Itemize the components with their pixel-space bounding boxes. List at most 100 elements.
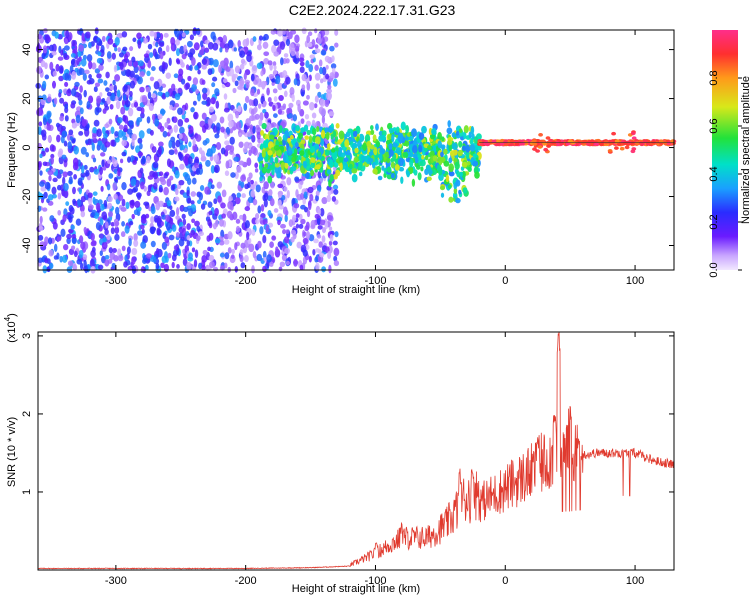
spectrogram-cell [44,257,49,264]
spectrogram-cell [304,114,310,120]
spectrogram-cell [466,161,471,166]
spectrogram-cell [227,247,232,254]
spectrogram-cell [178,179,185,186]
spectrogram-cell [330,63,337,69]
spectrogram-cell [166,117,171,124]
spectrogram-cell [108,118,113,125]
spectrogram-cell [333,255,338,262]
spectrogram-cell [295,213,300,218]
x-tick-label: 0 [502,575,508,587]
spectrogram-cell [71,233,77,239]
spectrogram-cell [194,65,199,71]
spectrogram-cell [104,254,110,260]
spectrogram-cell [123,53,129,62]
spectrogram-cell [243,72,247,80]
spectrogram-cell [58,92,62,98]
spectrogram-cell [248,243,255,253]
spectrogram-cell [112,248,117,253]
spectrogram-cell [219,47,223,53]
spectrogram-cell [437,132,443,141]
spectrogram-cell [233,47,237,52]
spectrogram-cell [157,146,162,155]
spectrogram-cell [42,117,47,126]
spectrogram-cell [266,254,272,263]
spectrogram-cell [141,228,145,235]
spectrogram-cell [79,85,83,93]
spectrogram-cell [265,224,269,233]
spectrogram-cell [92,196,96,204]
spectrogram-cell [155,54,161,60]
spectrogram-cell [220,229,225,239]
spectrogram-cell [49,44,54,52]
spectrogram-cell [631,147,637,151]
spectrogram-cell [57,209,62,216]
spectrogram-cell [189,34,195,41]
spectrogram-cell [127,60,134,67]
spectrogram-cell [532,142,537,146]
spectrogram-cell [192,138,196,146]
spectrogram-cell [39,192,43,199]
spectrogram-cell [67,260,74,267]
spectrogram-cell [138,130,145,139]
y-tick-label: -40 [21,238,33,254]
spectrogram-cell [186,40,193,48]
spectrogram-cell [208,106,215,113]
spectrogram-cell [188,252,193,260]
spectrogram-cell [46,112,51,120]
spectrogram-cell [300,192,304,200]
spectrogram-cell [301,84,306,91]
spectrogram-cell [250,190,256,198]
spectrogram-cell [402,152,409,158]
spectrogram-cell [47,96,52,103]
spectrogram-cell [256,253,263,262]
spectrogram-cell [325,64,329,70]
spectrogram-cell [114,46,118,52]
spectrogram-cell [242,213,247,223]
spectrogram-cell [216,181,223,189]
spectrogram-cell [122,46,128,52]
spectrogram-cell [208,254,215,262]
spectrogram-cell [110,221,115,227]
spectrogram-cell [198,192,203,201]
spectrogram-cell [184,173,191,182]
snr-y-axis-label: SNR (10 * v/v) [6,417,18,487]
spectrogram-cell [258,35,263,41]
spectrogram-cell [247,196,254,204]
spectrogram-cell [193,259,198,268]
spectrogram-cell [210,97,216,105]
spectrogram-cell [55,63,60,72]
spectrogram-cell [322,227,326,234]
spectrogram-cell [284,247,290,255]
spectrogram-cell [188,141,192,148]
spectrogram-cell [107,211,114,218]
spectrogram-cell [194,249,199,258]
spectrogram-cell [320,29,325,38]
spectrogram-cell [319,219,326,226]
spectrogram-cell [80,195,86,203]
spectrogram-cell [537,145,543,149]
spectrogram-cell [204,186,211,195]
colorbar-tick-label: 0.8 [708,70,720,85]
spectrogram-cell [316,126,320,133]
spectrogram-cell [215,219,219,227]
spectrogram-cell [191,177,197,185]
spectrogram-cell [186,261,192,271]
spectrogram-cell [140,241,147,249]
spectrogram-cell [214,238,221,244]
spectrogram-cell [236,121,242,130]
spectrogram-cell [166,158,172,168]
spectrogram-cell [223,93,228,100]
spectrogram-cell [101,98,106,103]
spectrogram-cell [370,129,375,135]
spectrogram-cell [330,148,336,153]
spectrogram-cell [151,113,156,121]
spectrogram-cell [133,101,139,108]
spectrogram-cell [292,114,298,122]
spectrogram-cell [303,231,307,237]
spectrogram-cell [44,181,51,190]
spectrogram-cell [170,136,176,143]
spectrogram-cell [200,40,204,48]
spectrogram-cell [175,207,180,216]
spectrogram-cell [326,91,332,101]
spectrogram-cell [503,140,508,144]
